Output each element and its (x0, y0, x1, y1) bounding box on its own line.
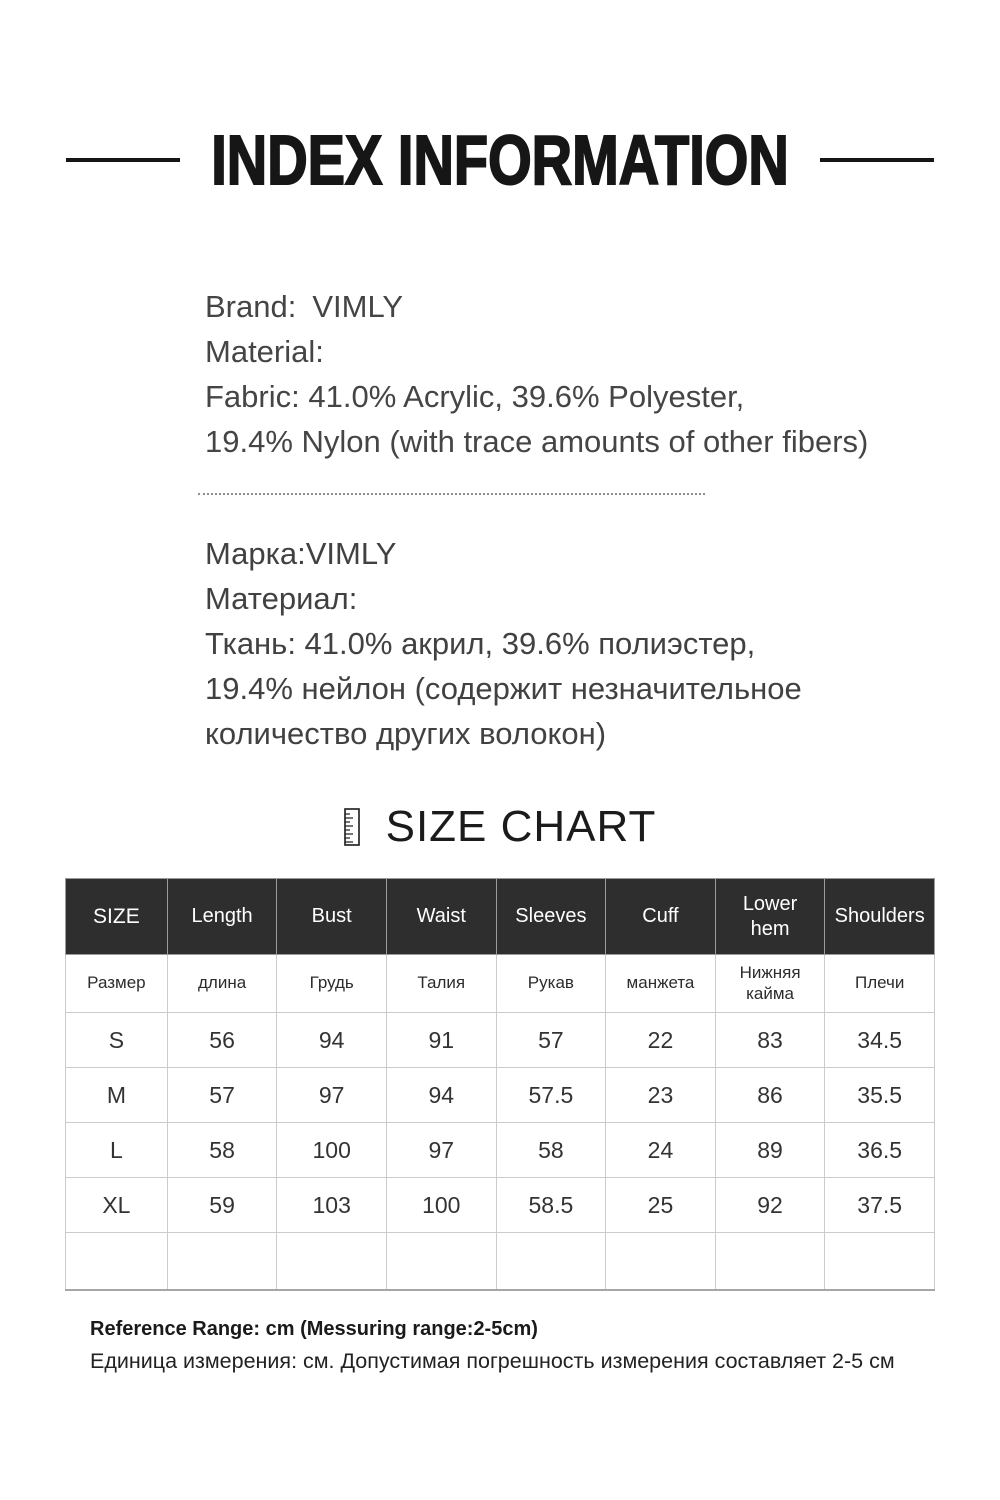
size-chart-heading: SIZE CHART (0, 802, 1000, 852)
value-cell (714, 1232, 826, 1290)
size-cell-empty (65, 1232, 168, 1290)
column-header-en-5: Cuff (605, 878, 716, 955)
header-row-russian: Размер длина Грудь Талия Рукав манжета Нижняя … (65, 954, 935, 1013)
column-header-en-4: Sleeves (495, 878, 607, 955)
size-cell-M: M (65, 1067, 168, 1123)
value-cell: 34.5 (824, 1012, 935, 1068)
value-cell: 97 (276, 1067, 387, 1123)
empty-row (65, 1232, 935, 1290)
column-header-ru-5: манжета (605, 954, 716, 1013)
value-cell: 91 (385, 1012, 497, 1068)
value-cell: 57.5 (495, 1067, 607, 1123)
value-cell: 57 (166, 1067, 278, 1123)
value-cell: 97 (385, 1122, 497, 1178)
column-header-ru-3: Талия (385, 954, 497, 1013)
fabric-line-1-ru: Ткань: 41.0% акрил, 39.6% полиэстер, (205, 626, 756, 661)
reference-note-russian: Единица измерения: см. Допустимая погреш… (90, 1349, 895, 1373)
size-chart-title: SIZE CHART (385, 802, 657, 851)
value-cell: 58.5 (495, 1177, 607, 1233)
page-title-box: INDEX INFORMATION (210, 118, 790, 202)
value-cell: 100 (276, 1122, 387, 1178)
column-header-en-3: Waist (385, 878, 497, 955)
brand-value-ru: VIMLY (305, 536, 397, 571)
value-cell: 25 (605, 1177, 716, 1233)
value-cell (495, 1232, 607, 1290)
value-cell: 100 (385, 1177, 497, 1233)
column-header-en-1: Length (166, 878, 278, 955)
product-info-russian: Марка:VIMLY Материал: Ткань: 41.0% акрил… (205, 531, 802, 756)
value-cell (824, 1232, 935, 1290)
value-cell: 36.5 (824, 1122, 935, 1178)
column-header-ru-0: Размер (65, 954, 168, 1013)
value-cell: 24 (605, 1122, 716, 1178)
dotted-divider (198, 493, 705, 495)
fabric-line-2-ru: 19.4% нейлон (содержит незначительное (205, 671, 802, 706)
size-row-L: L 58 100 97 58 24 89 36.5 (65, 1122, 935, 1178)
value-cell: 23 (605, 1067, 716, 1123)
ruler-icon (343, 808, 360, 846)
column-header-en-2: Bust (276, 878, 387, 955)
value-cell (385, 1232, 497, 1290)
fabric-line-3-ru: количество других волокон) (205, 716, 607, 751)
column-header-en-6: Lower hem (714, 878, 826, 955)
value-cell (605, 1232, 716, 1290)
material-label-ru: Материал: (205, 581, 358, 616)
size-chart-table-wrap: SIZE Length Bust Waist Sleeves Cuff Lower hem S… (65, 878, 935, 1291)
value-cell: 59 (166, 1177, 278, 1233)
value-cell: 58 (495, 1122, 607, 1178)
brand-value-en: VIMLY (312, 289, 404, 324)
value-cell: 94 (276, 1012, 387, 1068)
value-cell: 83 (714, 1012, 826, 1068)
value-cell: 37.5 (824, 1177, 935, 1233)
size-cell-L: L (65, 1122, 168, 1178)
size-row-M: M 57 97 94 57.5 23 86 35.5 (65, 1067, 935, 1123)
value-cell: 58 (166, 1122, 278, 1178)
value-cell: 103 (276, 1177, 387, 1233)
size-chart-table: SIZE Length Bust Waist Sleeves Cuff Lower hem S… (65, 878, 935, 1291)
size-row-S: S 56 94 91 57 22 83 34.5 (65, 1012, 935, 1068)
fabric-line-1-en: Fabric: 41.0% Acrylic, 39.6% Polyester, (205, 379, 745, 414)
title-left-rule (66, 158, 180, 162)
column-header-en-7: Shoulders (824, 878, 935, 955)
value-cell (166, 1232, 278, 1290)
page-header: INDEX INFORMATION (0, 118, 1000, 202)
column-header-en-0: SIZE (65, 878, 168, 955)
value-cell: 35.5 (824, 1067, 935, 1123)
value-cell: 56 (166, 1012, 278, 1068)
column-header-ru-4: Рукав (495, 954, 607, 1013)
size-row-XL: XL 59 103 100 58.5 25 92 37.5 (65, 1177, 935, 1233)
brand-label-en: Brand: (205, 289, 297, 324)
material-label-en: Material: (205, 334, 324, 369)
brand-line-en: Brand: VIMLY (205, 284, 868, 329)
value-cell: 22 (605, 1012, 716, 1068)
reference-note-english: Reference Range: cm (Messuring range:2-5… (90, 1318, 538, 1340)
header-row-english: SIZE Length Bust Waist Sleeves Cuff Lower hem S… (65, 878, 935, 955)
product-info-english: Brand: VIMLY Material: Fabric: 41.0% Acry… (205, 284, 868, 464)
column-header-ru-6: Нижняя кайма (714, 954, 826, 1013)
brand-line-ru: Марка:VIMLY (205, 531, 802, 576)
size-cell-S: S (65, 1012, 168, 1068)
column-header-ru-2: Грудь (276, 954, 387, 1013)
size-cell-XL: XL (65, 1177, 168, 1233)
fabric-line-2-en: 19.4% Nylon (with trace amounts of other… (205, 424, 869, 459)
value-cell: 94 (385, 1067, 497, 1123)
value-cell: 86 (714, 1067, 826, 1123)
column-header-ru-7: Плечи (824, 954, 935, 1013)
value-cell: 89 (714, 1122, 826, 1178)
column-header-ru-1: длина (166, 954, 278, 1013)
value-cell: 57 (495, 1012, 607, 1068)
brand-label-ru: Марка: (205, 536, 306, 571)
value-cell: 92 (714, 1177, 826, 1233)
value-cell (276, 1232, 387, 1290)
title-right-rule (820, 158, 934, 162)
page-title: INDEX INFORMATION (210, 120, 789, 200)
